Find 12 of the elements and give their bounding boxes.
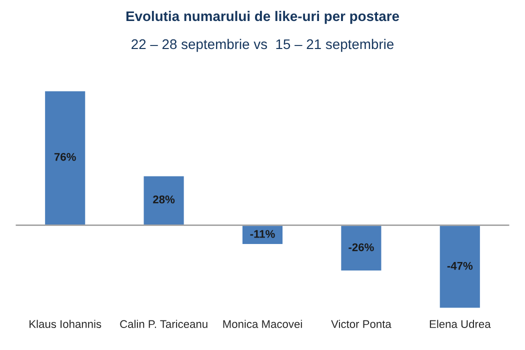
data-label: 76%: [54, 152, 76, 161]
x-tick-label: Calin P. Tariceanu: [120, 320, 208, 328]
data-label: -26%: [348, 243, 374, 252]
chart-subtitle: 22 – 28 septembrie vs 15 – 21 septembrie: [132, 38, 394, 52]
data-label: 28%: [153, 196, 175, 204]
x-tick-label: Victor Ponta: [331, 320, 392, 328]
data-label: -47%: [447, 262, 473, 270]
x-tick-label: Elena Udrea: [430, 320, 491, 328]
x-tick-label: Monica Macovei: [223, 320, 302, 328]
chart-title: Evolutia numarului de like-uri per postare: [126, 10, 400, 24]
x-tick-label: Klaus Iohannis: [30, 320, 102, 328]
data-label: -11%: [250, 230, 275, 238]
